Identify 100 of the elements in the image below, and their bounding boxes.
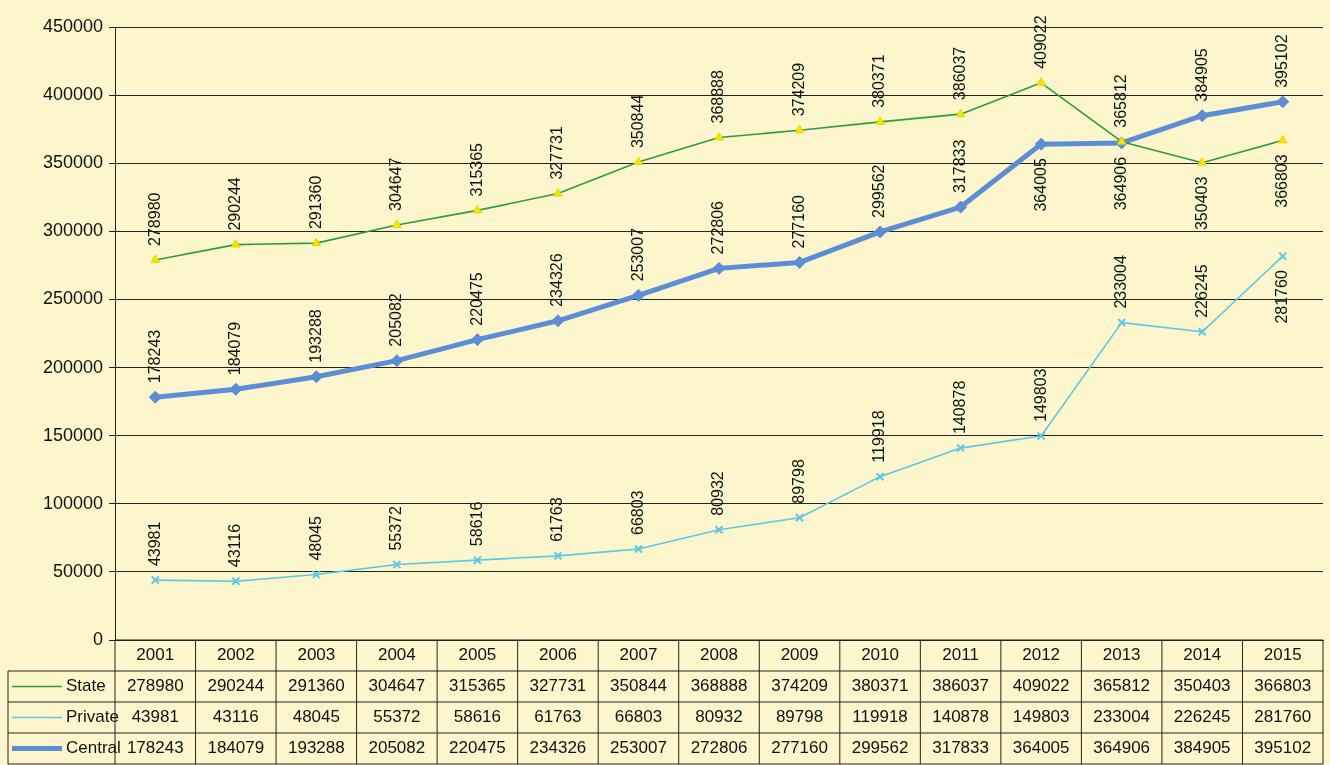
data-label: 277160 [771, 738, 828, 758]
x-tick-label: 2010 [861, 645, 899, 665]
data-label: 184079 [207, 738, 265, 758]
annotation: 43116 [226, 523, 244, 568]
data-label: 380371 [851, 676, 909, 696]
point [1197, 327, 1207, 337]
point [311, 570, 321, 580]
annotation: 278980 [145, 192, 163, 246]
annotation: 66803 [628, 490, 646, 535]
x-tick-label: 2006 [539, 645, 577, 665]
legend-label: Private [66, 707, 119, 727]
point [633, 544, 643, 554]
point [795, 513, 805, 523]
data-label: 291360 [287, 676, 345, 696]
data-label: 48045 [292, 707, 340, 727]
annotation: 384905 [1192, 48, 1210, 102]
point [954, 200, 968, 214]
annotation: 89798 [789, 459, 807, 504]
y-tick-label: 400000 [42, 84, 103, 105]
y-tick-label: 100000 [42, 492, 103, 513]
annotation: 317833 [951, 139, 969, 194]
x-tick-label: 2007 [619, 645, 658, 665]
x-tick-label: 2015 [1263, 645, 1302, 665]
annotation: 233004 [1112, 255, 1130, 309]
annotation: 253007 [628, 227, 646, 282]
annotation: 350403 [1192, 176, 1210, 231]
annotation: 409022 [1031, 15, 1049, 69]
point [392, 560, 402, 570]
point [1195, 109, 1209, 123]
x-tick-label: 2008 [700, 645, 738, 665]
data-label: 149803 [1012, 707, 1070, 727]
annotation: 386037 [951, 46, 969, 101]
annotation: 48045 [306, 515, 324, 561]
annotation: 80932 [709, 471, 727, 516]
data-label: 395102 [1254, 738, 1312, 758]
y-tick-label: 0 [92, 628, 103, 649]
x-tick-label: 2011 [942, 645, 979, 665]
point [1276, 95, 1290, 109]
data-label: 384905 [1173, 738, 1231, 758]
annotation: 140878 [951, 380, 969, 435]
data-label: 386037 [932, 676, 989, 696]
annotation: 61763 [548, 497, 566, 542]
data-label: 278980 [126, 676, 184, 696]
data-label: 80932 [695, 707, 743, 727]
data-label: 315365 [449, 676, 506, 696]
data-label: 119918 [852, 707, 908, 727]
data-label: 205082 [368, 738, 426, 758]
data-label: 43116 [212, 707, 259, 727]
point [150, 575, 160, 585]
annotation: 272806 [709, 200, 727, 255]
data-label: 226245 [1173, 707, 1231, 727]
legend-label: Central [66, 738, 121, 758]
annotation: 55372 [387, 505, 405, 551]
annotation: 374209 [789, 62, 807, 117]
y-tick-label: 50000 [52, 560, 103, 581]
point [1278, 251, 1288, 261]
annotation: 327731 [548, 126, 566, 180]
point [390, 354, 404, 368]
annotation: 350844 [628, 94, 646, 149]
data-label: 272806 [690, 738, 748, 758]
data-label: 61763 [534, 707, 582, 727]
annotation: 368888 [709, 70, 727, 124]
data-label: 364005 [1012, 738, 1070, 758]
point [551, 314, 565, 328]
y-tick-label: 250000 [42, 288, 103, 309]
data-label: 281760 [1254, 707, 1312, 727]
point [470, 333, 484, 347]
y-tick-label: 150000 [42, 424, 103, 445]
data-label: 409022 [1012, 676, 1070, 696]
annotation: 281760 [1273, 270, 1291, 324]
annotation: 193288 [306, 309, 324, 363]
data-label: 58616 [453, 707, 502, 727]
point [553, 551, 563, 561]
annotation: 205082 [387, 293, 405, 347]
data-label: 327731 [529, 676, 587, 696]
annotation: 304647 [387, 157, 405, 211]
annotation: 178243 [145, 329, 163, 384]
data-label: 364906 [1093, 738, 1151, 758]
annotation: 277160 [789, 194, 807, 249]
x-tick-label: 2001 [136, 645, 175, 665]
point [873, 225, 887, 239]
data-label: 299562 [851, 738, 909, 758]
point [1117, 318, 1127, 328]
point [631, 288, 645, 302]
annotation: 299562 [870, 164, 888, 218]
annotation: 58616 [467, 501, 485, 547]
data-label: 220475 [449, 738, 506, 758]
legend-label: State [66, 676, 106, 696]
annotation: 365812 [1112, 74, 1130, 128]
point [1034, 137, 1048, 151]
data-label: 43981 [131, 707, 179, 727]
y-tick-label: 300000 [42, 220, 103, 241]
x-tick-label: 2004 [377, 645, 416, 665]
point [472, 555, 482, 565]
point [712, 261, 726, 275]
data-label: 350844 [610, 676, 667, 696]
point [1036, 431, 1046, 441]
annotation: 315365 [467, 142, 485, 197]
point [875, 472, 885, 482]
data-label: 304647 [368, 676, 426, 696]
